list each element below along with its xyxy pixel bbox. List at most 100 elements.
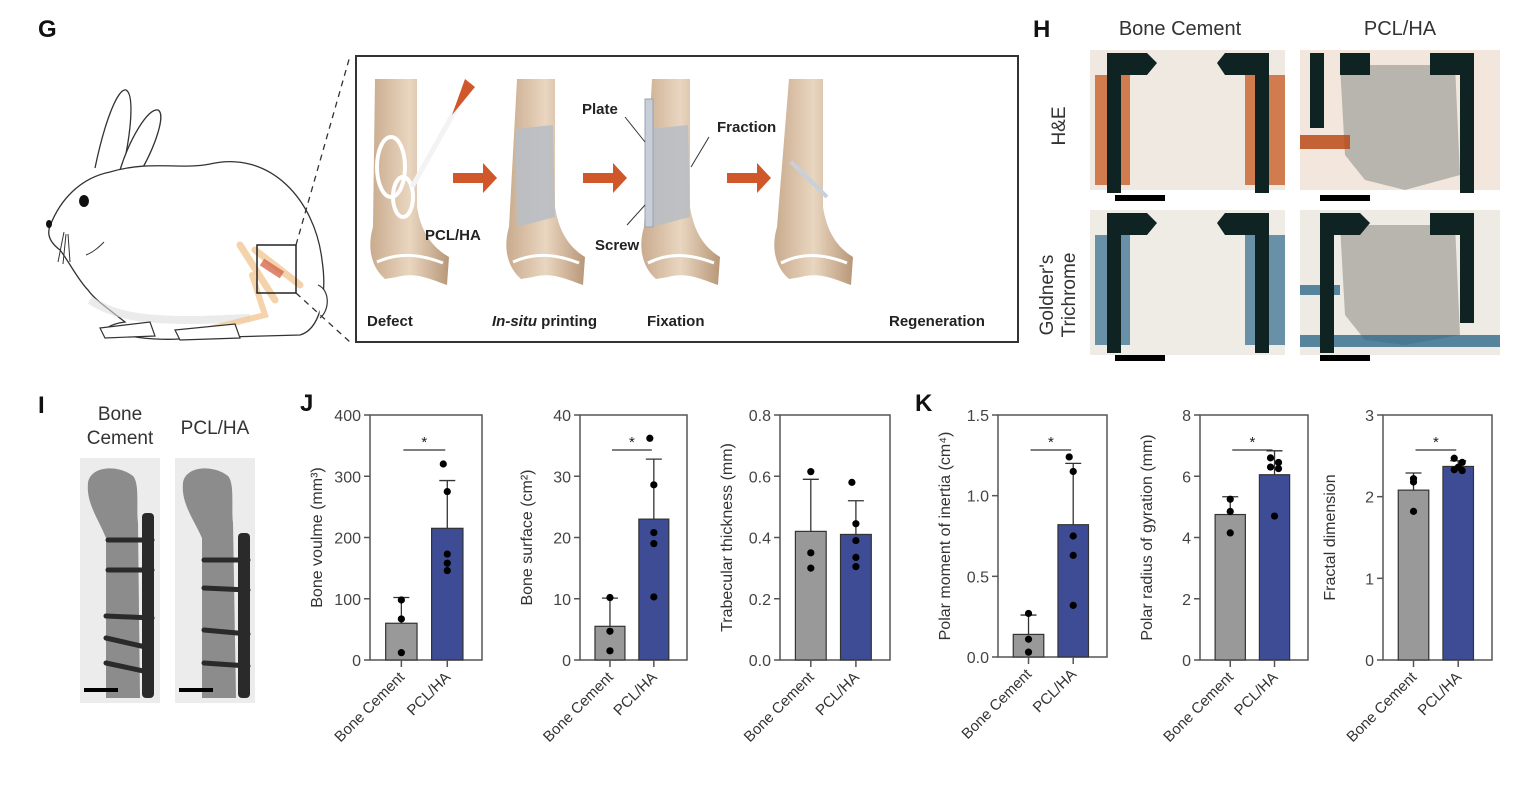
y-tick-label: 0.0 [967,650,989,667]
data-point [1266,454,1275,462]
bone-in-situ-printing-illustration [506,79,585,285]
plot-frame [1382,414,1493,661]
y-tick-label: 0 [562,653,571,670]
y-tick-label: 0.2 [749,592,771,609]
data-point [1226,529,1234,537]
procedure-schematic-box: PCL/HA Plate Screw Fraction Defect In-si… [355,55,1019,343]
y-tick-label: 3 [1365,408,1374,425]
data-point [1270,512,1279,520]
step-label-italic: In-situ [492,313,537,330]
xray-column-pcl-ha: PCL/HA [180,418,250,439]
data-point [1450,466,1458,474]
data-point [650,593,658,601]
data-point [606,593,614,602]
y-tick-label: 2 [1182,592,1191,609]
data-point [1024,635,1033,643]
bar-pcl-ha [839,533,872,661]
histology-trichrome-bone-cement [1090,210,1285,361]
y-tick-label: 400 [334,408,361,425]
bar-pcl-ha [1258,474,1291,661]
y-tick-label: 10 [553,592,571,609]
bar-bone-cement [1397,489,1430,661]
data-point [397,596,405,604]
y-axis-label: Bone voulme (mm³) [309,467,326,607]
bar-chart-5: 0 2 4 6 8 Polar radius of gyration (mm) Bone C… [1139,408,1309,746]
y-axis-label: Fractal dimension [1322,474,1339,600]
data-point [848,478,856,486]
xray-images [80,458,255,703]
plot-frame [997,414,1108,658]
x-category-label: PCL/HA [610,669,660,719]
panel-label-g: G [38,16,57,43]
y-axis-label: Trabecular thickness (mm) [719,443,736,632]
data-point [397,615,405,623]
step-label-rest: printing [537,313,597,330]
data-point [443,559,451,567]
callout-plate: Plate [582,101,618,118]
bone-regeneration-illustration [774,79,853,285]
data-point [1409,478,1418,486]
y-tick-label: 0.4 [749,531,771,548]
bone-fixation-illustration [624,79,720,285]
data-point [807,549,815,557]
xray-column-bone-cement: Bone Cement [86,404,154,449]
step-label-fixation: Fixation [647,313,705,330]
histology-trichrome-pcl-ha [1300,210,1500,361]
significance-asterisk: * [629,434,635,451]
x-category-label: PCL/HA [812,669,862,719]
x-category-label: PCL/HA [1030,666,1080,716]
y-tick-label: 100 [334,592,361,609]
y-tick-label: 30 [553,469,571,486]
data-point [852,520,860,528]
y-tick-label: 0 [1182,653,1191,670]
histology-column-pcl-ha: PCL/HA [1363,18,1437,40]
data-point [443,550,451,558]
data-point [1065,453,1073,461]
y-tick-label: 200 [334,531,361,548]
data-point [852,536,860,545]
y-tick-label: 0 [1365,653,1374,670]
step-label-defect: Defect [367,313,413,330]
x-category-label: Bone Cement [540,668,617,745]
arrow-right-icon [727,163,771,193]
bar-chart-1: 0 100 200 300 400 Bone voulme (mm³) Bone Cemen… [309,408,483,746]
data-point [1069,532,1077,540]
step-label-in-situ-printing: In-situ printing [492,313,597,330]
xray-pcl-ha [175,458,255,703]
data-point [1409,507,1418,515]
y-tick-label: 40 [553,408,571,425]
y-tick-label: 20 [553,531,571,548]
bone-defect-illustration [370,79,475,285]
data-point [439,460,447,468]
x-category-label: Bone Cement [958,665,1035,742]
x-category-label: PCL/HA [1415,669,1465,719]
histology-images [1090,50,1500,361]
bar-bone-cement [1214,513,1246,661]
data-point [807,564,815,572]
y-tick-label: 0 [352,653,361,670]
bar-pcl-ha [1442,465,1475,661]
data-point [1024,648,1033,656]
bar-chart-4: 0.0 0.5 1.0 1.5 Polar moment of inertia (cm⁴… [937,408,1108,743]
histology-he-pcl-ha [1300,50,1500,201]
y-tick-label: 300 [334,469,361,486]
data-point [443,487,451,496]
significance-asterisk: * [1433,434,1439,451]
y-tick-label: 2 [1365,490,1374,507]
bar-pcl-ha [431,527,464,661]
data-point [1458,466,1466,475]
histology-he-bone-cement [1090,50,1285,201]
significance-asterisk: * [421,434,427,451]
y-axis-label: Polar radius of gyration (mm) [1139,434,1156,640]
panel-label-k: K [915,390,933,417]
data-point [1024,609,1033,618]
callout-fraction: Fraction [717,119,777,136]
data-point [1458,458,1466,466]
data-point [807,468,815,476]
y-tick-label: 1.5 [967,408,989,425]
y-tick-label: 0.5 [967,569,989,586]
x-category-label: Bone Cement [1160,668,1237,745]
data-point [1226,495,1234,503]
histology-column-bone-cement: Bone Cement [1118,18,1242,40]
x-category-label: PCL/HA [1231,669,1281,719]
